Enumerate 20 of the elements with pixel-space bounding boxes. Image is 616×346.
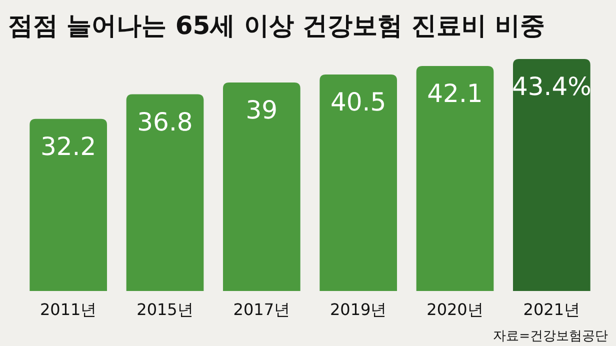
x-tick-label: 2011년 — [40, 300, 97, 319]
data-label: 39 — [246, 96, 278, 125]
chart-title: 점점 늘어나는 65세 이상 건강보험 진료비 비중 — [8, 11, 546, 40]
x-tick-label: 2020년 — [426, 300, 484, 319]
bar — [126, 94, 204, 291]
data-label: 36.8 — [137, 107, 193, 136]
data-label: 40.5 — [330, 88, 386, 116]
bar — [513, 59, 590, 291]
bar — [30, 118, 107, 291]
data-label: 42.1 — [427, 78, 483, 108]
bar — [320, 74, 397, 291]
x-tick-label: 2021년 — [523, 300, 580, 319]
data-label: 32.2 — [40, 132, 96, 161]
bar — [223, 82, 300, 291]
x-tick-label: 2019년 — [330, 300, 387, 319]
text: 자료=건강보험공단 — [493, 329, 608, 344]
bar — [416, 66, 494, 291]
x-tick-label: 2015년 — [136, 300, 194, 319]
data-label: 43.4% — [512, 72, 592, 101]
x-tick-label: 2017년 — [233, 300, 290, 319]
